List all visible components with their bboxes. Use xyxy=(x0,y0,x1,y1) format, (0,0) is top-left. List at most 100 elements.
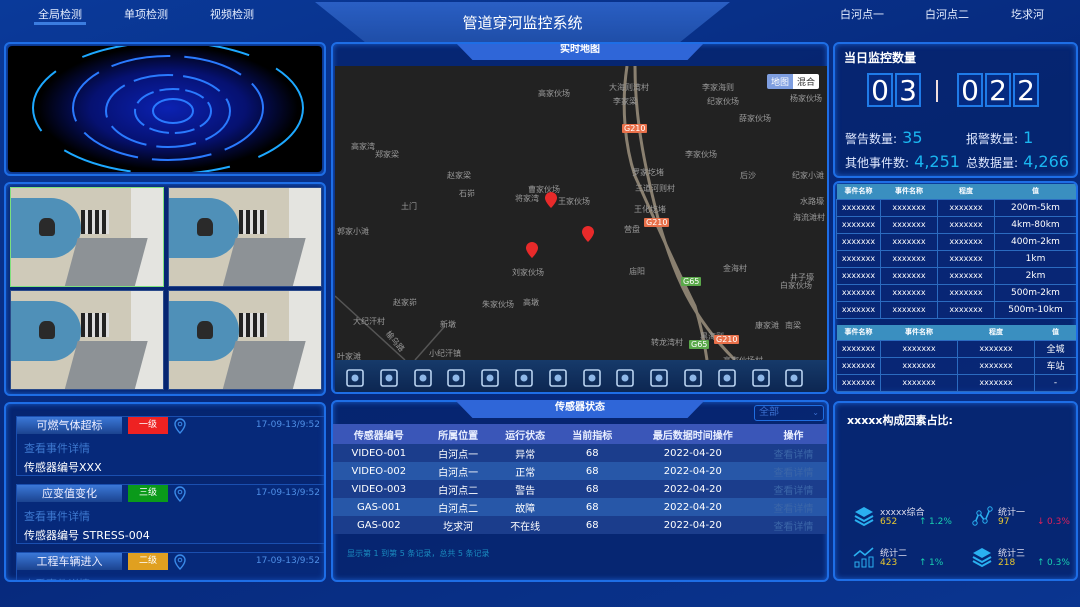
location-pin-icon[interactable] xyxy=(174,418,186,434)
camera-feed[interactable] xyxy=(10,187,164,287)
event-item: 可燃气体超标 一级 17-09-13/9:52 查看事件详情 传感器编号XXX xyxy=(16,416,324,476)
nav-site-3[interactable]: 圪求河 xyxy=(1011,8,1044,21)
stat-change: 1.2% xyxy=(929,517,952,527)
sensor-table: 传感器编号 所属位置 运行状态 当前指标 最后数据时间操作 操作 VIDEO-001 白河点一… xyxy=(333,424,827,534)
nav-site-2[interactable]: 白河点二 xyxy=(925,8,969,21)
table-cell: xxxxxxx xyxy=(836,215,881,234)
table-cell: 500m-2km xyxy=(994,283,1076,302)
nav-site-1[interactable]: 白河点一 xyxy=(840,8,884,21)
title-banner xyxy=(315,2,730,42)
fast-forward-icon[interactable] xyxy=(480,368,500,388)
sensor-cell: 68 xyxy=(558,480,626,498)
map-place-label: 罗家圪堵 xyxy=(632,168,664,177)
table-cell: xxxxxxx xyxy=(937,300,995,319)
sensor-cell: 68 xyxy=(558,462,626,480)
composition-stat: 统计二 423 ↑ 1% xyxy=(849,544,953,574)
event-detail-link[interactable]: 查看事件详情 xyxy=(24,442,90,455)
sensor-col-header: 传感器编号 xyxy=(333,424,425,444)
map-place-label: 转龙湾村 xyxy=(651,338,683,347)
globe-icon[interactable] xyxy=(548,368,568,388)
map-place-label: 李家海则 xyxy=(702,83,734,92)
nav-tab-video[interactable]: 视频检测 xyxy=(210,8,254,21)
stat-value: 652 xyxy=(880,517,898,527)
map-place-label: 纪家伙场 xyxy=(707,97,739,106)
view-detail-link[interactable]: 查看详情 xyxy=(759,444,827,462)
truck-search-icon[interactable] xyxy=(717,368,737,388)
road-badge: G210 xyxy=(714,335,740,344)
stat-name: 统计三 xyxy=(998,549,1026,559)
map-marker-icon[interactable] xyxy=(526,242,538,258)
road-badge: G210 xyxy=(622,124,648,133)
alarm-label: 报警数量: xyxy=(966,132,1019,146)
stat-change: 0.3% xyxy=(1047,558,1070,568)
view-detail-link[interactable]: 查看详情 xyxy=(759,462,827,480)
sensor-row: GAS-002 圪求河 不在线 68 2022-04-20 查看详情 xyxy=(333,516,827,534)
event-detail-link[interactable]: 查看事件详情 xyxy=(24,576,90,580)
sensor-cell: 68 xyxy=(558,516,626,534)
table-row: xxxxxxx xxxxxxx xxxxxxx 4km-80km xyxy=(836,215,1076,234)
sensor-filter-select[interactable]: 全部 ⌄ xyxy=(754,405,824,421)
table-col-header: 事件名称 xyxy=(880,184,938,199)
fullscreen-icon[interactable] xyxy=(345,368,365,388)
map-type-map[interactable]: 地图 xyxy=(767,74,794,89)
chat-icon[interactable] xyxy=(582,368,602,388)
event-sensor-id: 传感器编号XXX xyxy=(24,461,102,474)
map-marker-icon[interactable] xyxy=(582,226,594,242)
view-detail-link[interactable]: 查看详情 xyxy=(759,480,827,498)
sensor-cell: VIDEO-001 xyxy=(333,444,425,462)
map-place-label: 薛家伙场 xyxy=(739,114,771,123)
map-place-label: 高家伙场 xyxy=(538,89,570,98)
nav-tab-global[interactable]: 全局检测 xyxy=(38,8,82,21)
map-canvas[interactable]: 地图 混合 高家伙场 大海则湾村 李家梁 李家海则 纪家伙场 杨家伙场 薛家伙场 高家湾 郑家梁… xyxy=(335,66,827,360)
table-cell: 全城 xyxy=(1034,339,1076,358)
camera-feed[interactable] xyxy=(168,290,322,390)
map-title: 实时地图 xyxy=(455,44,705,60)
camera-feed[interactable] xyxy=(10,290,164,390)
table-row: xxxxxxx xxxxxxx xxxxxxx 500m-2km xyxy=(836,283,1076,302)
active-tab-underline xyxy=(34,22,86,25)
tunnel-animation xyxy=(8,46,322,172)
table-row: xxxxxxx xxxxxxx xxxxxxx 1km xyxy=(836,249,1076,268)
map-place-label: 康家滩 xyxy=(755,321,779,330)
composition-panel: xxxxx构成因素占比: xxxxx综合 652 ↑ 1.2% 统计一 97 ↓… xyxy=(833,401,1078,581)
warning-label: 警告数量: xyxy=(845,132,898,146)
layers-icon xyxy=(854,507,874,527)
buildings-icon[interactable] xyxy=(615,368,635,388)
rewind-icon[interactable] xyxy=(446,368,466,388)
map-layer-icon[interactable] xyxy=(514,368,534,388)
counter-digit: 2 xyxy=(1013,73,1039,107)
sensor-cell: 2022-04-20 xyxy=(625,498,760,516)
map-marker-icon[interactable] xyxy=(545,192,557,208)
nav-tab-single[interactable]: 单项检测 xyxy=(124,8,168,21)
view-detail-link[interactable]: 查看详情 xyxy=(759,498,827,516)
table-cell: xxxxxxx xyxy=(836,266,881,285)
sensor-cell: GAS-002 xyxy=(333,516,425,534)
event-detail-link[interactable]: 查看事件详情 xyxy=(24,510,90,523)
location-pin-icon[interactable] xyxy=(174,554,186,570)
chart-building-icon[interactable] xyxy=(683,368,703,388)
table-cell: xxxxxxx xyxy=(880,266,938,285)
table-col-header: 程度 xyxy=(957,325,1035,340)
map-place-label: 叶家滩 xyxy=(337,352,361,360)
flask-icon[interactable] xyxy=(649,368,669,388)
table-cell: xxxxxxx xyxy=(836,198,881,217)
table-cell: xxxxxxx xyxy=(937,283,995,302)
table-cell: xxxxxxx xyxy=(836,300,881,319)
view-detail-link[interactable]: 查看详情 xyxy=(759,516,827,534)
map-place-label: 纪家小滩 xyxy=(792,171,824,180)
location-pin-icon[interactable] xyxy=(174,486,186,502)
map-type-hybrid[interactable]: 混合 xyxy=(793,74,820,89)
collapse-icon[interactable] xyxy=(413,368,433,388)
sensor-cell: 警告 xyxy=(491,480,559,498)
map-place-label: 石峁 xyxy=(459,189,475,198)
sensor-cell: 2022-04-20 xyxy=(625,444,760,462)
camera-feed[interactable] xyxy=(168,187,322,287)
expand-icon[interactable] xyxy=(379,368,399,388)
sensor-col-header: 所属位置 xyxy=(424,424,492,444)
window-search-icon[interactable] xyxy=(751,368,771,388)
refresh-icon[interactable] xyxy=(784,368,804,388)
sensor-table-footer: 显示第 1 到第 5 条记录，总共 5 条记录 xyxy=(347,549,490,558)
table-cell: xxxxxxx xyxy=(937,249,995,268)
table-cell: 500m-10km xyxy=(994,300,1076,319)
map-place-label: 朱家伙场 xyxy=(482,300,514,309)
